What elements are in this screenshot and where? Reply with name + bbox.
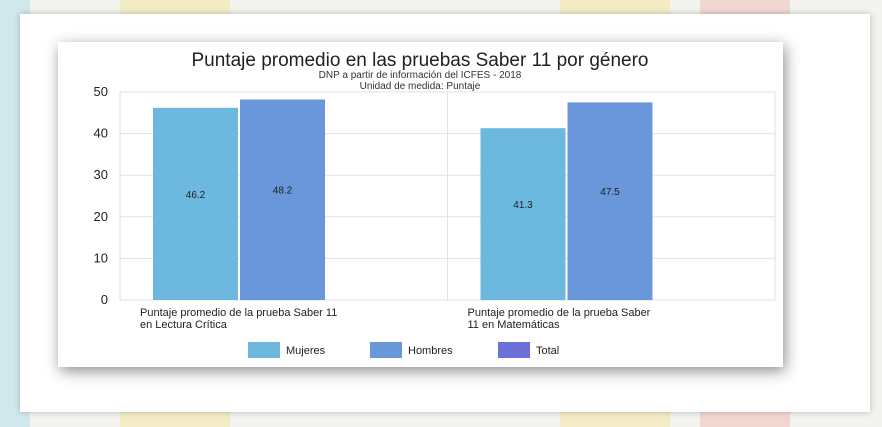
bar-mujeres (480, 128, 566, 300)
x-category-label: 11 en Matemáticas (468, 319, 561, 331)
legend-swatch-hombres (370, 342, 402, 358)
y-tick-label: 10 (94, 250, 108, 265)
legend-label-mujeres: Mujeres (286, 345, 326, 357)
x-category-label: Puntaje promedio de la prueba Saber (468, 307, 651, 319)
chart-card: Puntaje promedio en las pruebas Saber 11… (58, 42, 783, 367)
bar-value-label: 46.2 (186, 190, 206, 201)
bar-hombres (567, 102, 653, 301)
bar-value-label: 48.2 (273, 186, 293, 197)
y-tick-label: 50 (94, 84, 108, 99)
bar-mujeres (153, 107, 238, 300)
bar-chart: Puntaje promedio en las pruebas Saber 11… (94, 50, 776, 358)
chart-unit-note: Unidad de medida: Puntaje (360, 81, 481, 92)
x-category-label: Puntaje promedio de la prueba Saber 11 (140, 307, 337, 319)
chart-title: Puntaje promedio en las pruebas Saber 11… (191, 50, 648, 71)
bar-value-label: 41.3 (513, 200, 533, 211)
y-tick-label: 20 (94, 209, 108, 224)
legend-label-total: Total (536, 345, 559, 357)
y-tick-label: 30 (94, 167, 108, 182)
legend-swatch-mujeres (248, 342, 280, 358)
x-category-label: en Lectura Crítica (140, 319, 228, 331)
legend-swatch-total (498, 342, 530, 358)
chart-subtitle: DNP a partir de información del ICFES - … (319, 70, 522, 81)
bar-value-label: 47.5 (600, 187, 620, 198)
y-tick-label: 0 (101, 292, 108, 307)
bar-hombres (240, 99, 325, 300)
y-tick-label: 40 (94, 126, 108, 141)
legend-label-hombres: Hombres (408, 345, 453, 357)
